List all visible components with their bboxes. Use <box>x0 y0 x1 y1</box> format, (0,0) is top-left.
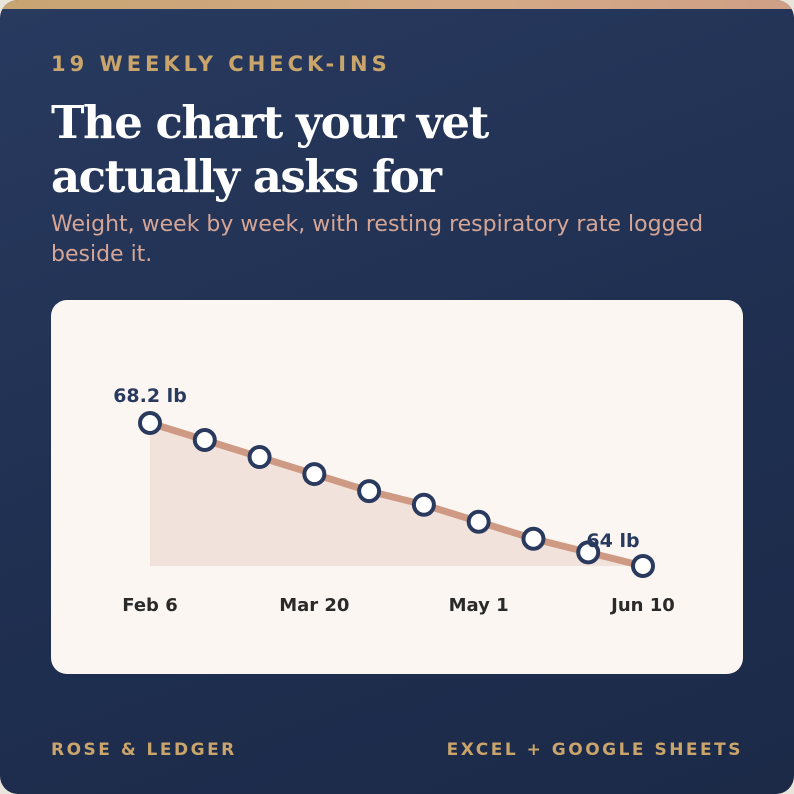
start-value-label: 68.2 lb <box>113 385 187 407</box>
x-tick-label: Mar 20 <box>279 595 349 616</box>
weight-area-fill <box>150 423 643 566</box>
chart-panel: 68.2 lb 64 lb Feb 6 Mar 20 May 1 Jun 10 <box>51 300 743 674</box>
headline-line-2: actually asks for <box>51 150 442 203</box>
subtitle: Weight, week by week, with resting respi… <box>51 212 704 267</box>
data-point-5 <box>357 479 382 504</box>
headline: The chart your vet actually asks for <box>51 96 751 204</box>
weight-line-chart: 68.2 lb 64 lb Feb 6 Mar 20 May 1 Jun 10 <box>113 385 675 616</box>
data-point-6 <box>411 492 436 517</box>
end-value-label: 64 lb <box>586 530 639 552</box>
data-point-9 <box>576 540 601 565</box>
data-point-10 <box>631 554 655 578</box>
weight-line <box>146 419 647 570</box>
data-point-1 <box>138 411 162 435</box>
x-tick-label: Jun 10 <box>609 595 675 616</box>
accent-top-bar <box>0 0 794 9</box>
data-point-8 <box>521 526 546 551</box>
eyebrow-label: 19 WEEKLY CHECK-INS <box>51 52 391 76</box>
data-point-4 <box>302 462 327 487</box>
platform-label: EXCEL + GOOGLE SHEETS <box>446 740 743 760</box>
x-tick-label: Feb 6 <box>122 595 177 616</box>
headline-line-1: The chart your vet <box>51 96 489 149</box>
data-point-2 <box>192 428 217 453</box>
data-point-7 <box>466 509 491 534</box>
x-tick-label: May 1 <box>449 595 509 616</box>
brand-name: ROSE & LEDGER <box>51 740 237 760</box>
data-point-3 <box>247 445 272 470</box>
